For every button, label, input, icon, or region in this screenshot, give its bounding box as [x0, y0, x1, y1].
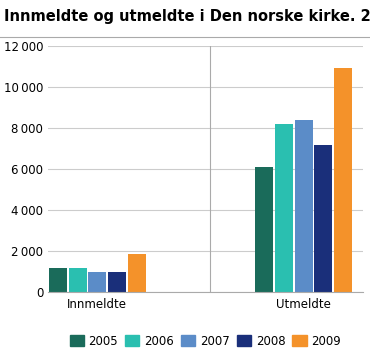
Bar [295, 120, 313, 292]
Text: Innmeldte og utmeldte i Den norske kirke. 2005-2009: Innmeldte og utmeldte i Den norske kirke… [4, 9, 370, 24]
Bar [334, 68, 352, 292]
Bar [275, 124, 293, 292]
Bar [68, 268, 87, 292]
Legend: 2005, 2006, 2007, 2008, 2009: 2005, 2006, 2007, 2008, 2009 [65, 330, 346, 352]
Bar [49, 268, 67, 292]
Bar [108, 272, 126, 292]
Bar [128, 254, 146, 292]
Bar [255, 167, 273, 292]
Bar [88, 272, 106, 292]
Bar [314, 145, 332, 292]
